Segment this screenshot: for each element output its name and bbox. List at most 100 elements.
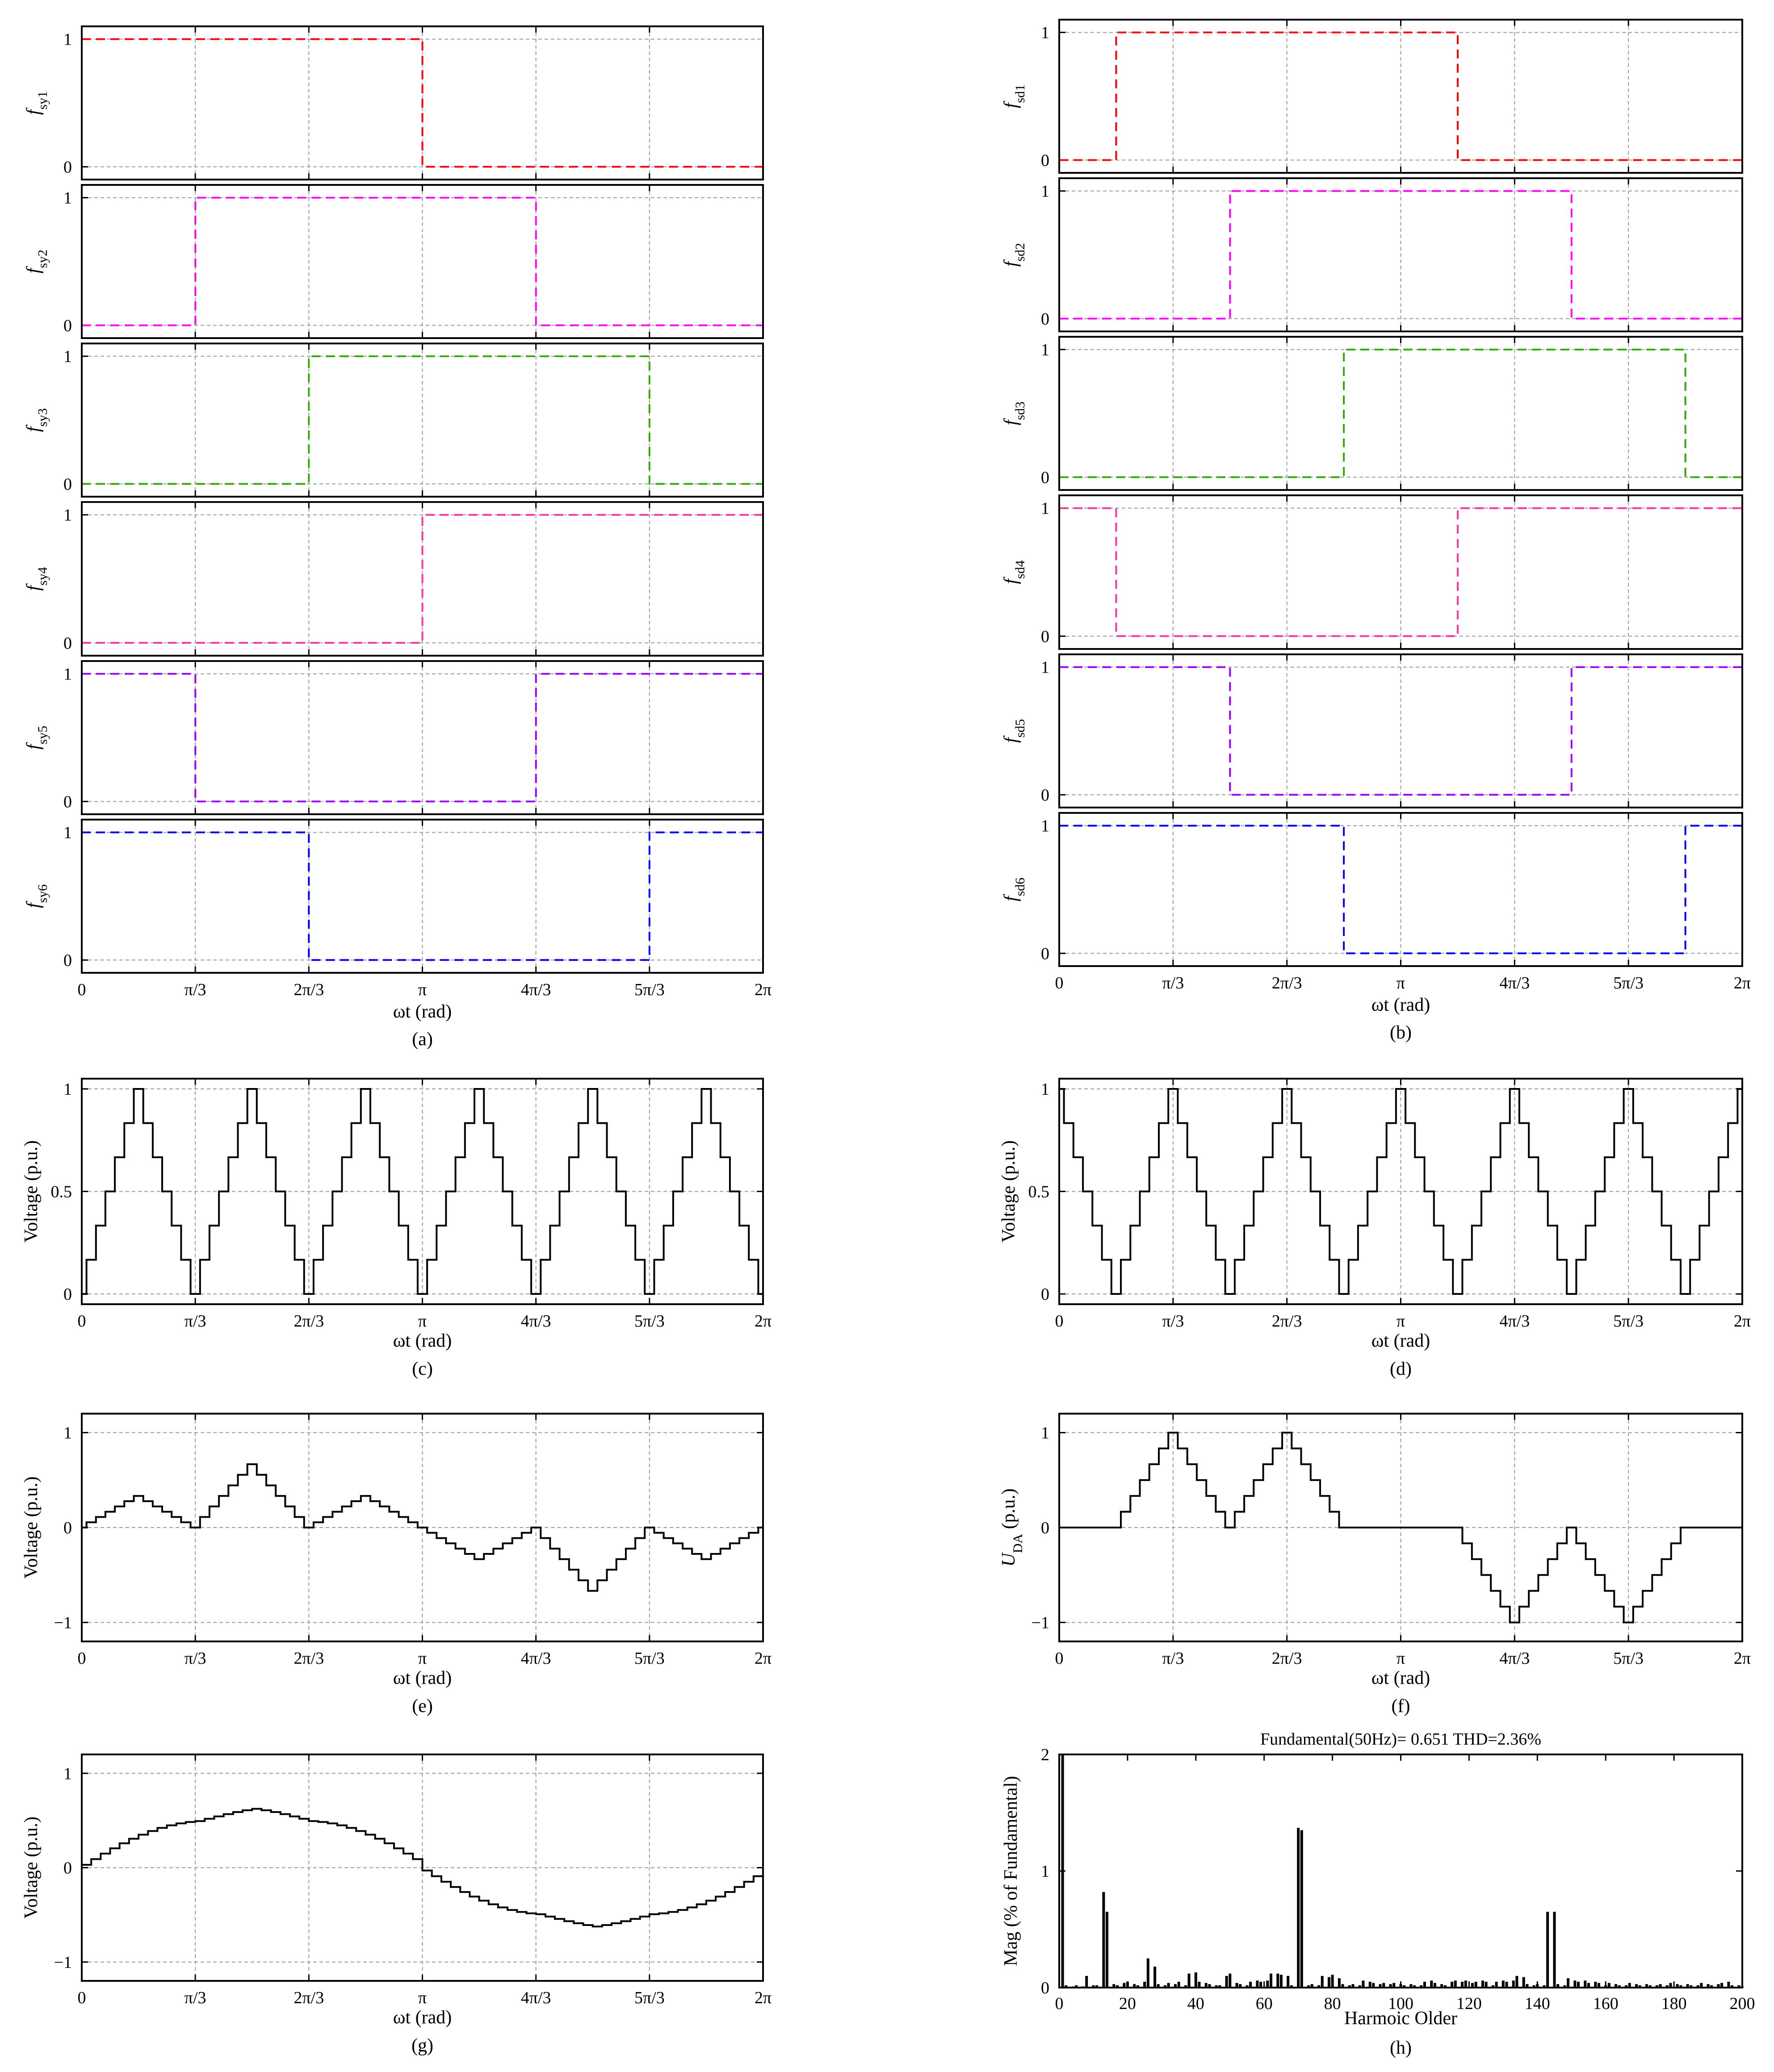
x-tick-label: 160	[1593, 1994, 1619, 2013]
harmonic-bar	[1187, 1973, 1191, 1988]
harmonic-bar	[1700, 1983, 1703, 1988]
harmonic-bar	[1184, 1985, 1187, 1988]
caption-c: (c)	[412, 1359, 433, 1379]
series-line-sy1	[82, 38, 763, 168]
x-axis-label: ωt (rad)	[393, 1668, 452, 1688]
y-axis-label: fsd5	[1001, 719, 1027, 743]
x-tick-label: 5π/3	[1613, 1312, 1644, 1331]
harmonic-bar	[1526, 1984, 1529, 1988]
y-axis-label: fsd2	[1001, 243, 1027, 267]
y-axis-label: fsy4	[23, 567, 50, 590]
y-tick-label: 2	[1041, 1746, 1049, 1764]
y-axis-label: Mag (% of Fundamental)	[1001, 1776, 1021, 1966]
harmonic-bar	[1625, 1985, 1628, 1988]
x-tick-label: 2π	[1734, 1312, 1751, 1331]
harmonic-bar	[1065, 1985, 1068, 1988]
harmonic-bar	[1290, 1985, 1293, 1988]
harmonic-bar	[1648, 1985, 1652, 1988]
harmonic-bar	[1607, 1983, 1610, 1988]
harmonic-bar	[1392, 1983, 1396, 1988]
plot-frame	[1058, 1413, 1743, 1642]
harmonic-bar	[1368, 1981, 1371, 1988]
y-axis-label: Voltage (p.u.)	[21, 1817, 42, 1919]
harmonic-bar	[1690, 1985, 1693, 1988]
x-axis-label: ωt (rad)	[393, 1001, 452, 1022]
harmonic-bar	[1116, 1985, 1119, 1988]
subplot-sy6: 0 π/3 2π/3 π 4π/3 5π/3 2π 0 1 fsy6	[23, 819, 772, 999]
y-tick-label: 1	[1041, 1862, 1049, 1881]
y-axis-label: fsd6	[1001, 878, 1027, 901]
harmonic-bar	[1331, 1975, 1334, 1988]
x-tick-label: π	[418, 1649, 427, 1668]
harmonic-bar	[1512, 1980, 1515, 1988]
y-axis-label: fsy1	[23, 91, 50, 115]
x-tick-label: π	[418, 980, 427, 999]
harmonic-bar	[1321, 1976, 1324, 1988]
plot-frame	[81, 343, 764, 498]
y-tick-label: 1	[1041, 499, 1049, 518]
harmonic-bar	[1177, 1981, 1180, 1988]
y-axis-label: fsy6	[23, 884, 50, 908]
harmonic-bar	[1546, 1912, 1549, 1988]
harmonic-bar	[1587, 1983, 1590, 1988]
harmonic-bar	[1679, 1985, 1682, 1988]
x-tick-label: π	[418, 1312, 427, 1331]
voltage-waveform	[82, 1463, 763, 1592]
harmonic-bar	[1276, 1973, 1279, 1988]
plot-frame	[81, 25, 764, 180]
harmonic-bar	[1157, 1984, 1160, 1988]
x-tick-label: 4π/3	[1499, 974, 1530, 992]
x-tick-label: 2π	[755, 1988, 772, 2007]
harmonic-bar	[1164, 1985, 1166, 1988]
subplot-sd3: 0 1 fsd3	[1001, 336, 1743, 491]
harmonic-bar	[1669, 1983, 1672, 1988]
harmonic-bar	[1577, 1981, 1580, 1988]
harmonic-bar	[1556, 1984, 1560, 1988]
x-axis-label: ωt (rad)	[1371, 1331, 1430, 1351]
y-axis-label: Voltage (p.u.)	[21, 1140, 42, 1243]
harmonic-bar	[1351, 1984, 1355, 1988]
x-tick-label: 5π/3	[634, 1988, 665, 2007]
voltage-waveform	[82, 1088, 763, 1295]
y-tick-label: 0	[1041, 1519, 1049, 1537]
y-tick-label: 0	[63, 1285, 72, 1304]
harmonic-bar	[1112, 1984, 1116, 1988]
harmonic-bar	[1495, 1981, 1498, 1988]
harmonic-bar	[1515, 1976, 1518, 1988]
x-tick-label: 120	[1456, 1994, 1482, 2013]
harmonic-bar	[1628, 1983, 1631, 1988]
x-axis-label: ωt (rad)	[393, 2007, 452, 2028]
x-tick-label: π/3	[185, 1312, 206, 1331]
voltage-waveform	[82, 1808, 764, 1928]
subplot-sy4: 0 1 fsy4	[23, 501, 764, 657]
voltage-waveform	[1059, 1432, 1742, 1624]
x-tick-label: 0	[1055, 1994, 1064, 2013]
plot-frame	[81, 660, 764, 815]
caption-h: (h)	[1390, 2038, 1412, 2058]
y-tick-label: −1	[54, 1614, 72, 1632]
harmonic-bar	[1696, 1985, 1699, 1988]
harmonic-bar	[1522, 1977, 1525, 1988]
x-tick-label: 2π/3	[1272, 1649, 1302, 1668]
y-tick-label: 1	[1041, 341, 1049, 360]
y-tick-label: 1	[1041, 1424, 1049, 1443]
harmonic-bar	[1382, 1983, 1385, 1988]
chart-b: 0 1 fsd1 0 1 fsd2 0 1 fsd3 0 1 fsd4 0 1 fsd5 0 π/3 2π/3 π 4…	[1001, 19, 1751, 1043]
harmonic-bar	[1604, 1985, 1607, 1988]
harmonic-bar	[1491, 1985, 1494, 1988]
harmonic-bar	[1310, 1984, 1313, 1988]
harmonic-bar	[1218, 1985, 1221, 1988]
chart-d: 0 π/3 2π/3 π 4π/3 5π/3 2π 0 0.5 1 Voltage (p.u.) ωt…	[998, 1078, 1751, 1379]
plot-frame	[81, 184, 764, 339]
y-axis-label: Voltage (p.u.)	[21, 1476, 42, 1578]
harmonic-bar	[1194, 1972, 1197, 1988]
y-tick-label: 1	[63, 1764, 72, 1783]
harmonic-bar	[1300, 1830, 1303, 1988]
chart-c: 0 π/3 2π/3 π 4π/3 5π/3 2π 0 0.5 1 Voltage (p.u.) ωt…	[21, 1078, 772, 1379]
harmonic-bar	[1358, 1985, 1361, 1988]
plot-frame	[1058, 1078, 1743, 1305]
y-tick-label: 0	[63, 634, 72, 653]
x-tick-label: 5π/3	[634, 980, 665, 999]
x-tick-label: π	[1397, 1312, 1405, 1331]
y-tick-label: 0	[1041, 310, 1049, 328]
